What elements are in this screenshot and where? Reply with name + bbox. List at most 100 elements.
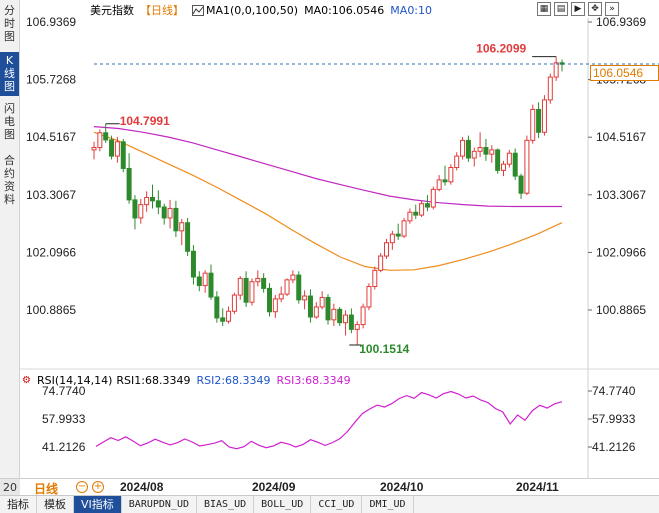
candle-down [518,175,524,194]
candle-down [214,296,220,319]
grid-icon[interactable]: ▦ [537,2,551,16]
last-price-tag: 106.0546 [590,65,659,81]
candle-up [331,308,337,321]
ma-fast-line [93,131,563,271]
candle-up [489,149,495,155]
candle-up [202,272,208,287]
candle-up [419,203,425,216]
left-axis-tick: 105.7268 [26,73,76,87]
tab-cci[interactable]: CCI_UD [311,496,363,513]
period-label[interactable]: 【日线】 [140,4,184,17]
left-price-axis: 106.9369 105.7268 104.5167 103.3067 102.0966… [26,15,76,317]
candle-down [208,272,214,298]
candle-up [471,150,477,159]
candle-up [255,277,261,283]
candle-down [348,314,354,330]
candle-up [553,62,559,78]
zoom-out-button[interactable]: − [76,481,88,493]
right-axis-tick: 100.8865 [596,303,646,317]
tab-boll[interactable]: BOLL_UD [254,496,312,513]
tab-templates[interactable]: 模板 [37,496,74,513]
left-axis-tick: 102.0966 [26,245,76,259]
candle-down [465,139,471,159]
candle-down [150,196,155,202]
candle-down [536,108,542,133]
chart-icon[interactable]: ▤ [554,2,568,16]
tab-indicators[interactable]: 指标 [0,496,37,513]
rsi3-value: RSI3:68.3349 [276,374,351,387]
candle-down [512,152,518,177]
rsi2-value: RSI2:68.3349 [196,374,271,387]
candle-up [366,286,372,308]
zoom-in-button[interactable]: + [92,481,104,493]
candle-up [284,279,290,295]
candle-down [337,308,343,324]
candle-up [436,179,442,190]
left-axis-tick: 104.5167 [26,130,76,144]
price-annotations: 106.2099 104.7991 100.1514 [94,42,659,356]
candle-up [167,207,173,219]
candle-down [413,211,419,216]
tab-vi-indicator[interactable]: VI指标 [74,496,122,513]
right-axis-tick: 102.0966 [596,245,646,259]
x-label-nov: 2024/11 [516,480,559,494]
period-row-label[interactable]: 日线 [34,482,59,496]
kline-chart[interactable]: 106.9369 105.7268 104.5167 103.3067 102.0966… [0,0,659,478]
chart-toolbar: ▦ ▤ ▶ ✥ » [537,2,619,16]
chart-header: 美元指数 【日线】 MA1(0,0,100,50) MA0:106.0546 M… [22,2,432,18]
candle-down [307,295,313,318]
more-icon[interactable]: » [605,2,619,16]
play-icon[interactable]: ▶ [571,2,585,16]
candle-down [185,222,191,252]
candle-up [378,255,384,271]
tab-dmi[interactable]: DMI_UD [362,496,414,513]
candle-up [501,163,506,171]
rsi-right-tick: 74.7740 [592,384,636,398]
candle-down [296,274,302,301]
x-label-sep: 2024/09 [252,480,296,494]
candle-down [243,277,249,303]
candle-up [278,293,284,300]
candle-up [302,295,308,301]
rsi-left-tick: 74.7740 [42,384,86,398]
rsi-header: ⚙ RSI(14,14,14) RSI1:68.3349 RSI2:68.334… [22,374,351,387]
rsi-title: RSI(14,14,14) [36,374,113,387]
indicator-tab-strip: 指标 模板 VI指标 BARUPDN_UD BIAS_UD BOLL_UD CC… [0,495,659,513]
side-tab-kline[interactable]: K线图 [0,52,19,96]
side-tab-label: 分时图 [4,4,15,43]
candle-up [138,204,144,219]
candle-up [226,310,232,322]
left-high-label: 104.7991 [120,114,170,128]
candle-down [495,149,501,171]
left-axis-tick: 100.8865 [26,303,76,317]
ma-settings-icon[interactable] [192,4,204,16]
rsi-left-tick: 41.2126 [42,440,86,454]
candle-down [261,277,267,289]
candle-down [325,296,331,321]
side-tab-flash[interactable]: 闪电图 [0,102,19,146]
tab-bias[interactable]: BIAS_UD [197,496,255,513]
ma0-value: MA0:106.0546 [304,3,385,17]
side-tab-label: 闪电图 [4,102,15,141]
tab-barupdn[interactable]: BARUPDN_UD [122,496,197,513]
low-label: 100.1514 [359,342,409,356]
ma1-label: MA1(0,0,100,50) [206,3,299,17]
candle-up [272,298,278,313]
side-tab-timeshare[interactable]: 分时图 [0,4,19,44]
right-price-axis: 106.9369105.7268104.5167103.3067102.0966… [588,15,646,317]
move-icon[interactable]: ✥ [588,2,602,16]
candle-down [103,132,109,141]
side-tab-contract-info[interactable]: 合约资料 [0,154,19,212]
right-axis-tick: 104.5167 [596,130,646,144]
candle-up [372,269,378,288]
candle-down [132,199,138,219]
indicator-settings-icon[interactable]: ⚙ [22,375,31,386]
rsi-right-tick: 41.2126 [592,440,636,454]
candle-down [109,139,115,157]
candle-up [524,139,530,194]
side-tab-label: K线图 [4,54,15,93]
candle-up [384,242,389,257]
candlesticks [91,56,565,346]
candle-up [506,152,512,165]
candle-up [401,220,407,237]
